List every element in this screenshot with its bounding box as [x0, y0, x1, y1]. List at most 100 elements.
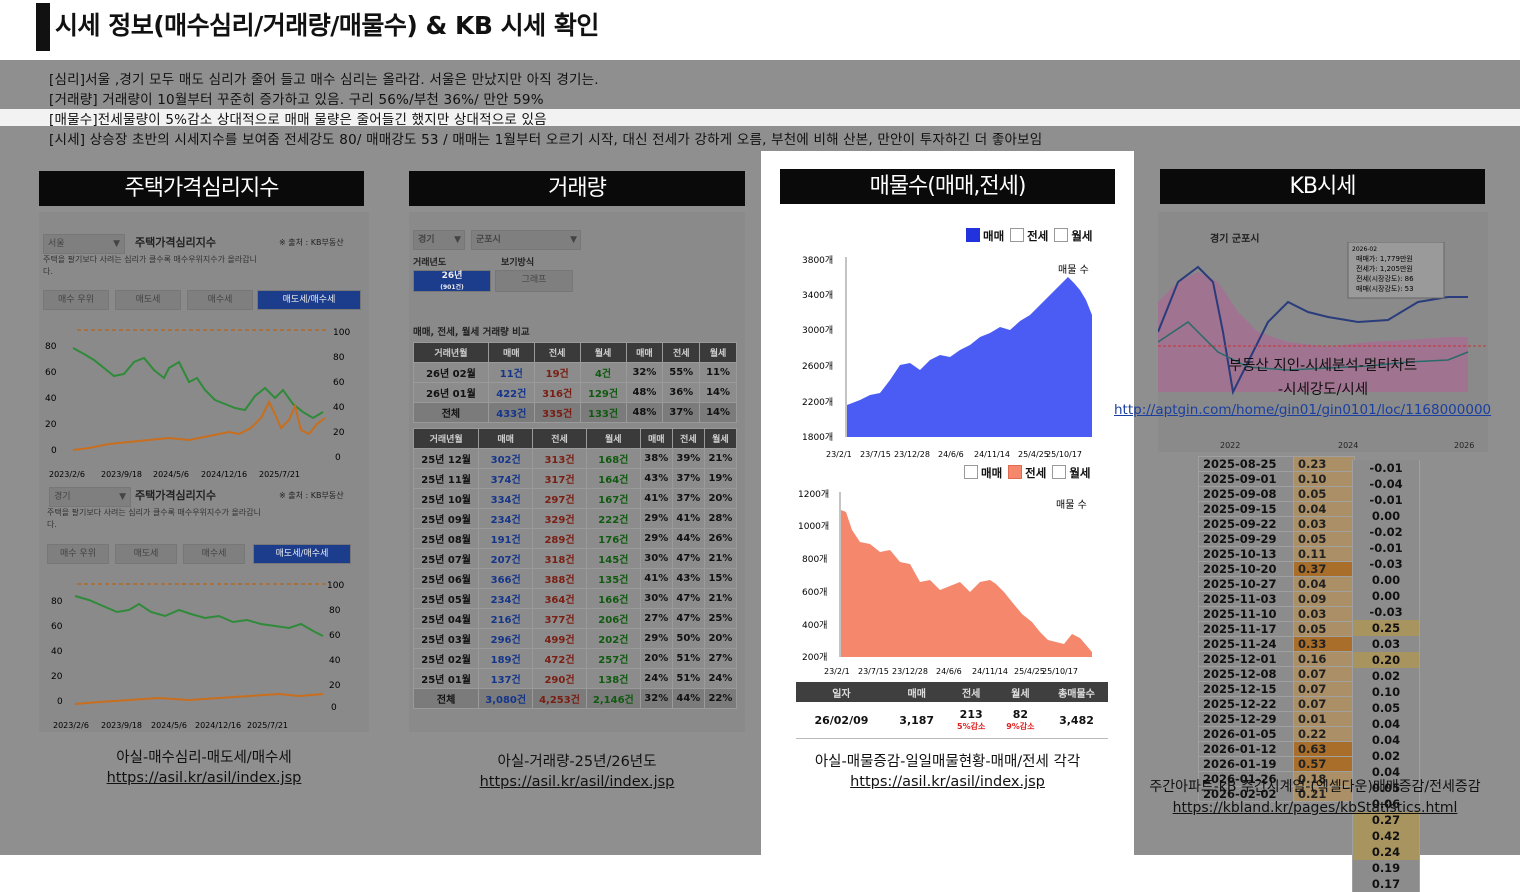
- chart1-yr-2: 60: [333, 378, 345, 388]
- chart2-buy-line: [74, 595, 324, 637]
- table-row: 25년 08월 191건 289건 176건 29% 44% 26%: [412, 528, 738, 549]
- kb-sale-change-cell: 0.07: [1293, 666, 1355, 682]
- panel-volume-link[interactable]: https://asil.kr/asil/index.jsp: [479, 774, 675, 790]
- tab2-sell-buy[interactable]: 매도세/매수세: [253, 544, 351, 564]
- sale-y-0: 3800개: [802, 255, 833, 266]
- chart2-yl-2: 40: [51, 647, 63, 657]
- table-cell: 25년 02월: [412, 648, 480, 669]
- chart2-x-2: 2024/5/6: [151, 721, 187, 730]
- table-row: 25년 07월 207건 318건 145건 30% 47% 21%: [412, 548, 738, 569]
- year-label: 거래년도: [413, 258, 447, 268]
- jeonse-area: [841, 510, 1092, 657]
- table-row: -0.01: [1352, 492, 1420, 508]
- table-row-total: 전체 433건 335건 133건 48% 37% 14%: [413, 402, 737, 423]
- chart2-yr-4: 20: [329, 681, 341, 691]
- kb-date-cell: 2025-12-22: [1198, 696, 1294, 712]
- chart2-yr-2: 60: [329, 631, 341, 641]
- panel-volume-body: 경기 ▼ 군포시 ▼ 거래년도 보기방식 26년 (901건) 그래프 매매, 전세,…: [409, 212, 745, 732]
- chart2-yl-1: 60: [51, 622, 63, 632]
- table-row: 0.17: [1352, 876, 1420, 892]
- listings-sale-chart: 3800개 3400개 3000개 2600개 2200개 1800개 매물 수…: [802, 255, 1092, 459]
- jeonse-x-1: 23/7/15: [858, 667, 889, 676]
- panel-listings-link[interactable]: https://asil.kr/asil/index.jsp: [850, 774, 1045, 790]
- kb-sale-change-cell: 0.57: [1293, 756, 1355, 772]
- kb-tooltip-l2: 전세가: 1,205만원: [1356, 264, 1413, 273]
- table-cell: 164건: [585, 468, 641, 489]
- chart1-buy-line: [72, 347, 324, 420]
- table-row: 2025-12-08 0.07: [1198, 666, 1355, 682]
- kb-date-cell: 2025-12-29: [1198, 711, 1294, 727]
- chart2-desc: 주택을 팔기보다 사려는 심리가 클수록 매수우위지수가 올라갑니: [47, 508, 261, 517]
- panel-kb-link[interactable]: https://kbland.kr/pages/kbStatistics.htm…: [1172, 800, 1458, 816]
- kb-jeonse-change-cell: 0.02: [1352, 748, 1420, 764]
- kb-date-cell: 2025-10-27: [1198, 576, 1294, 592]
- table-cell: 21%: [703, 448, 738, 469]
- panel-sentiment-link[interactable]: https://asil.kr/asil/index.jsp: [106, 770, 302, 786]
- kb-jeonse-change-cell: -0.04: [1352, 476, 1420, 492]
- tab-sell-side[interactable]: 매도세: [115, 290, 181, 310]
- table-row: 2026-01-26 0.18: [1198, 771, 1355, 787]
- chart1-title: 주택가격심리지수: [135, 236, 216, 249]
- table-row: 25년 09월 234건 329건 222건 29% 41% 28%: [412, 508, 738, 529]
- year-26-button[interactable]: 26년 (901건): [413, 270, 491, 292]
- kb-sale-change-cell: 0.10: [1293, 471, 1355, 487]
- table-cell: 47%: [671, 588, 705, 609]
- table-cell: 329건: [532, 508, 587, 529]
- volume-city-select[interactable]: 군포시 ▼: [471, 230, 581, 250]
- kb-sale-change-cell: 0.05: [1293, 531, 1355, 547]
- table-row: 2025-09-29 0.05: [1198, 531, 1355, 547]
- panel-sentiment-caption: 아실-매수심리-매도세/매수세: [116, 750, 292, 766]
- kb-jeonse-change-cell: 0.05: [1352, 780, 1420, 796]
- region-select-seoul[interactable]: 서울 ▼: [43, 234, 125, 254]
- kb-date-cell: 2026-01-12: [1198, 741, 1294, 757]
- sale-y-2: 3000개: [802, 325, 833, 336]
- tab2-buy-side[interactable]: 매수세: [183, 544, 245, 564]
- table-row: 0.03: [1352, 636, 1420, 652]
- table-cell: 166건: [585, 588, 641, 609]
- panel-kb-header: KB시세: [1160, 169, 1485, 204]
- table-cell: 37%: [671, 468, 705, 489]
- tab-sell-buy[interactable]: 매도세/매수세: [257, 290, 361, 310]
- sale-x-3: 24/6/6: [938, 450, 964, 459]
- jeonse-x-6: 25/10/17: [1042, 667, 1078, 676]
- table-row: 0.04: [1352, 716, 1420, 732]
- panel-kb-caption: 주간아파트-kB 주간시계열-(엑셀다운)매매증감/전세증감: [1149, 779, 1481, 795]
- table-cell: 3,080건: [478, 688, 534, 709]
- chart2-sentiment-plot: 80 60 40 20 0 100 80 60 40 20 0 2023/2/6…: [51, 581, 344, 730]
- kb-date-cell: 2025-12-15: [1198, 681, 1294, 697]
- chart1-x-1: 2023/9/18: [101, 470, 142, 479]
- table-cell: 4,253건: [532, 688, 587, 709]
- table-cell: 25년 06월: [412, 568, 480, 589]
- table-cell: 191건: [478, 528, 534, 549]
- table-cell: 27%: [639, 608, 673, 629]
- chart1-yr-4: 20: [333, 428, 345, 438]
- tab-buy-advantage[interactable]: 매수 우위: [43, 290, 109, 310]
- table-cell: 25년 01월: [412, 668, 480, 689]
- kb-jeonse-change-cell: 0.06: [1352, 796, 1420, 812]
- table-cell: 20%: [639, 648, 673, 669]
- sale-x-5: 25/4/25: [1018, 450, 1049, 459]
- tab-buy-side[interactable]: 매수세: [187, 290, 253, 310]
- kb-jeonse-change-cell: 0.25: [1352, 620, 1420, 636]
- kb-overlay-link[interactable]: http://aptgin.com/home/gin01/gin0101/loc…: [1114, 402, 1492, 418]
- kb-tooltip-date: 2026-02: [1352, 246, 1377, 253]
- chart1-yl-2: 40: [45, 394, 57, 404]
- kb-date-cell: 2025-09-01: [1198, 471, 1294, 487]
- table-cell: 41%: [671, 508, 705, 529]
- tab2-buy-advantage[interactable]: 매수 우위: [47, 544, 109, 564]
- summary-line-volume: [거래량] 거래량이 10월부터 꾸준히 증가하고 있음. 구리 56%/부천 …: [49, 92, 544, 108]
- kb-jeonse-change-cell: 0.17: [1352, 876, 1420, 892]
- tab2-sell-side[interactable]: 매도세: [115, 544, 177, 564]
- graph-view-button[interactable]: 그래프: [495, 270, 573, 292]
- kb-jeonse-change-cell: 0.04: [1352, 716, 1420, 732]
- volume-table-title: 매매, 전세, 월세 거래량 비교: [413, 327, 530, 338]
- table-cell: 297건: [532, 488, 587, 509]
- panel-volume-header: 거래량: [409, 171, 745, 206]
- chart2-title: 주택가격심리지수: [135, 489, 216, 502]
- listings-legend-2: 매매 전세 월세: [958, 465, 1091, 481]
- table-row: 0.02: [1352, 668, 1420, 684]
- volume-region-select[interactable]: 경기 ▼: [413, 230, 465, 250]
- table-row: 2025-09-01 0.10: [1198, 471, 1355, 487]
- region-select-gyeonggi[interactable]: 경기 ▼: [49, 487, 131, 507]
- jeonse-series-label: 매물 수: [1056, 499, 1087, 511]
